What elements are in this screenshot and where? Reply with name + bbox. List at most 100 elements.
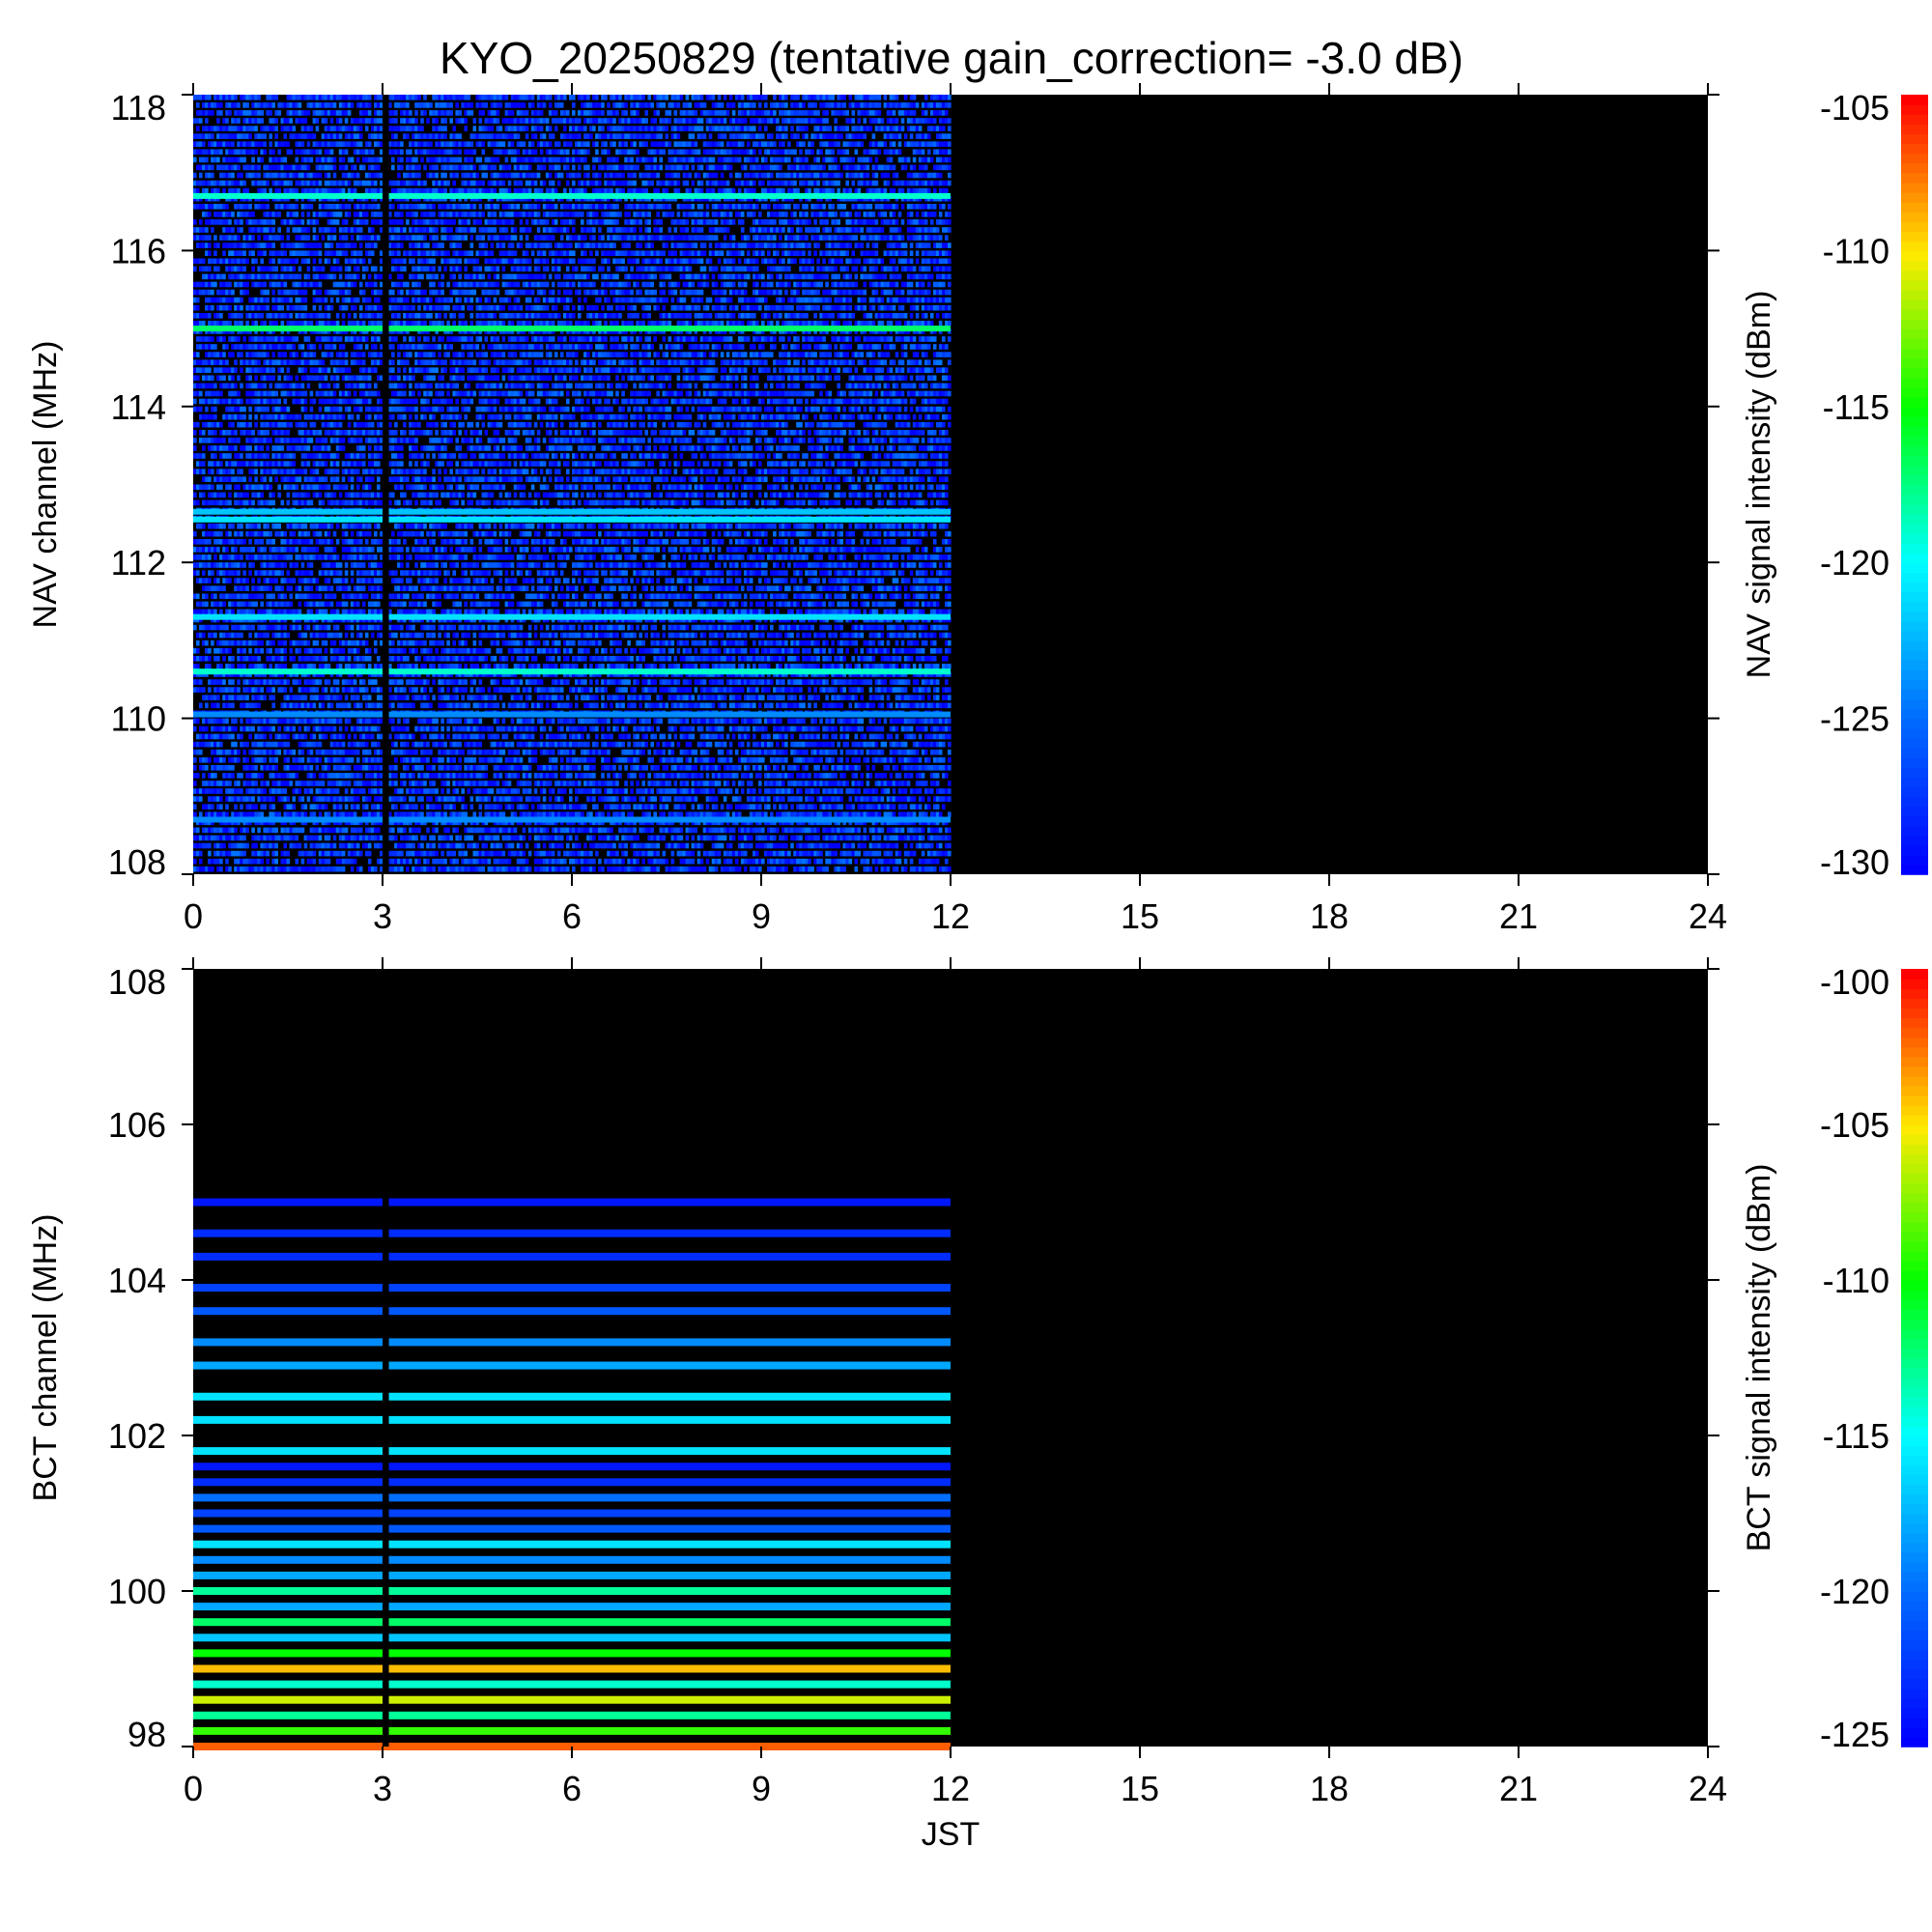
nav-cell xyxy=(359,126,363,131)
nav-cell xyxy=(470,242,474,248)
nav-cell xyxy=(391,141,395,147)
nav-cell xyxy=(680,95,684,100)
nav-cell xyxy=(796,133,800,139)
nav-cell xyxy=(776,250,780,256)
nav-cell xyxy=(391,133,395,139)
nav-cell xyxy=(750,157,753,163)
nav-cell xyxy=(668,141,672,147)
nav-cell xyxy=(845,110,849,116)
nav-cell xyxy=(910,259,914,265)
nav-cell xyxy=(703,102,707,108)
nav-cell xyxy=(787,219,791,225)
nav-cell xyxy=(202,181,206,186)
nav-cell xyxy=(485,259,489,265)
nav-cell xyxy=(333,133,337,139)
nav-cell xyxy=(560,235,564,241)
nav-cell xyxy=(514,235,518,241)
nav-cell xyxy=(910,212,914,217)
nav-cell xyxy=(409,212,412,217)
nav-cell xyxy=(695,102,698,108)
nav-cell xyxy=(560,219,564,225)
nav-cell xyxy=(473,118,477,124)
nav-cell xyxy=(371,204,375,210)
nav-cell xyxy=(257,181,261,186)
nav-cell xyxy=(703,133,707,139)
nav-cell xyxy=(505,227,509,233)
nav-cell xyxy=(435,118,439,124)
nav-cell xyxy=(834,212,838,217)
nav-cell xyxy=(391,95,395,100)
nav-cell xyxy=(948,133,952,139)
nav-cell xyxy=(301,141,305,147)
nav-cell xyxy=(939,150,943,156)
nav-cell xyxy=(660,227,664,233)
nav-cell xyxy=(485,133,489,139)
nav-cell xyxy=(432,212,436,217)
nav-cell xyxy=(618,250,622,256)
nav-cell xyxy=(234,95,238,100)
nav-cell xyxy=(581,181,584,186)
nav-cell xyxy=(598,126,602,131)
nav-cell xyxy=(446,259,450,265)
nav-cell xyxy=(592,227,596,233)
nav-cell xyxy=(750,95,753,100)
nav-cell xyxy=(595,212,599,217)
nav-cell xyxy=(354,126,357,131)
nav-cell xyxy=(290,181,294,186)
nav-cell xyxy=(712,165,716,171)
nav-cell xyxy=(901,118,905,124)
nav-cell xyxy=(409,250,412,256)
nav-cell xyxy=(429,204,433,210)
nav-cell xyxy=(391,227,395,233)
nav-cell xyxy=(202,274,206,280)
nav-cell xyxy=(855,274,859,280)
nav-cell xyxy=(351,102,355,108)
nav-cell xyxy=(271,219,275,225)
nav-cell xyxy=(618,212,622,217)
nav-cell xyxy=(825,227,829,233)
nav-cell xyxy=(647,227,651,233)
nav-cell xyxy=(193,267,197,272)
nav-cell xyxy=(420,157,424,163)
nav-cell xyxy=(942,126,946,131)
nav-cell xyxy=(852,181,856,186)
nav-cell xyxy=(494,165,497,171)
nav-cell xyxy=(435,235,439,241)
nav-cell xyxy=(446,157,450,163)
nav-cell xyxy=(520,242,524,248)
nav-cell xyxy=(633,141,637,147)
nav-cell xyxy=(523,250,526,256)
nav-cell xyxy=(712,157,716,163)
nav-cell xyxy=(845,126,849,131)
nav-cell xyxy=(307,235,311,241)
nav-cell xyxy=(618,181,622,186)
nav-cell xyxy=(423,235,427,241)
nav-cell xyxy=(537,267,541,272)
nav-cell xyxy=(467,219,470,225)
nav-cell xyxy=(391,181,395,186)
nav-cell xyxy=(296,227,299,233)
nav-cell xyxy=(647,219,651,225)
nav-cell xyxy=(839,259,843,265)
nav-cell xyxy=(808,227,811,233)
nav-cell xyxy=(534,133,538,139)
nav-cell xyxy=(770,165,774,171)
nav-cell xyxy=(615,157,619,163)
nav-cell xyxy=(499,102,503,108)
nav-cell xyxy=(560,95,564,100)
nav-cell xyxy=(269,110,272,116)
nav-cell xyxy=(514,250,518,256)
nav-cell xyxy=(750,204,753,210)
nav-cell xyxy=(540,126,544,131)
nav-cell xyxy=(919,126,923,131)
nav-cell xyxy=(750,173,753,179)
nav-cell xyxy=(922,274,925,280)
nav-cell xyxy=(939,242,943,248)
nav-cell xyxy=(208,267,212,272)
nav-cell xyxy=(219,133,223,139)
nav-cell xyxy=(438,267,441,272)
nav-cell xyxy=(799,150,803,156)
nav-cell xyxy=(435,274,439,280)
nav-cell xyxy=(528,259,532,265)
nav-cell xyxy=(316,267,320,272)
